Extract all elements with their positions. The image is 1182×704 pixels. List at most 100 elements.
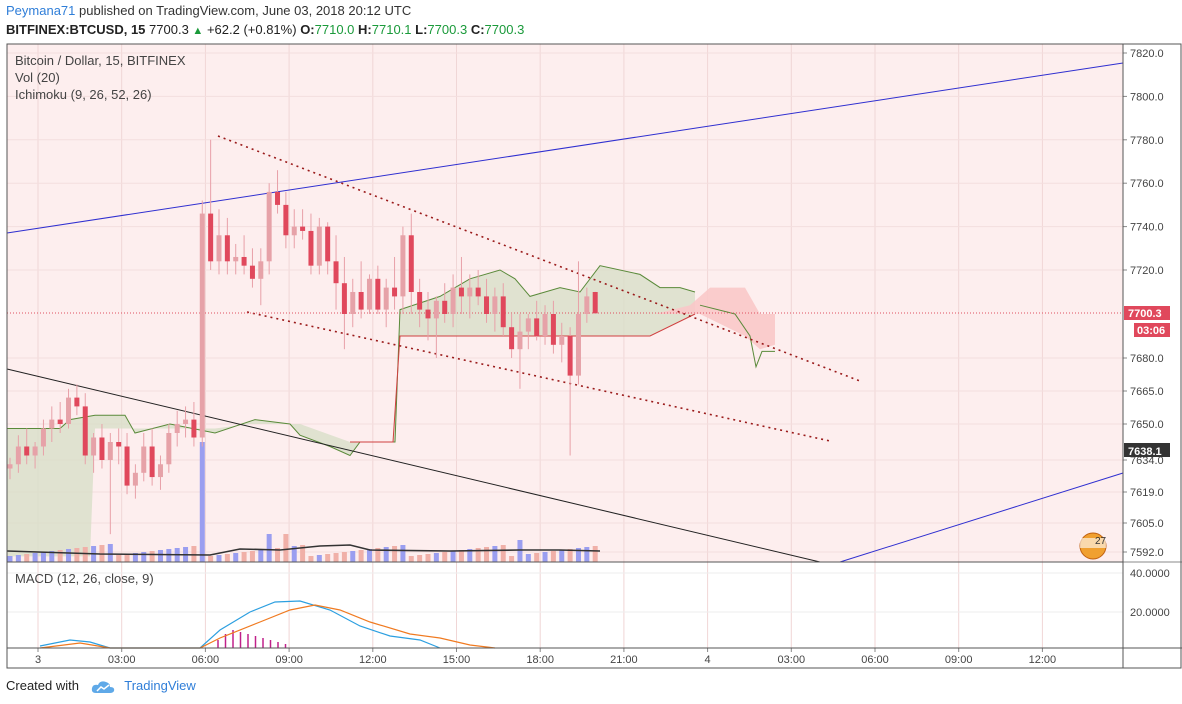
price-axis-background (1123, 44, 1182, 648)
volume-bar (233, 553, 239, 562)
x-tick-label: 12:00 (1029, 654, 1057, 666)
created-with-text: Created with (6, 678, 79, 693)
volume-bar (450, 551, 456, 562)
x-tick-label: 03:00 (778, 654, 806, 666)
volume-bar (308, 556, 314, 562)
volume-bar (500, 545, 506, 562)
volume-bar (7, 556, 13, 562)
volume-bar (417, 555, 423, 562)
volume-bar (249, 551, 255, 562)
candle-body (383, 287, 389, 310)
candle-body (91, 437, 97, 456)
candle-body (15, 446, 21, 465)
volume-bar (132, 553, 138, 562)
x-tick-label: 06:00 (192, 654, 220, 666)
ichimoku-legend[interactable]: Ichimoku (9, 26, 52, 26) (15, 87, 152, 102)
candle-body (224, 235, 230, 262)
candle-body (191, 419, 197, 438)
close-value: 7700.3 (484, 22, 525, 37)
volume-bar (291, 546, 297, 562)
ichimoku-cloud-green (7, 265, 695, 557)
volume-bar (542, 552, 548, 562)
author-link[interactable]: Peymana71 (6, 3, 76, 18)
volume-bar (442, 552, 448, 562)
volume-bar (475, 548, 481, 562)
ichimoku-span-a-tail (699, 304, 775, 369)
volume-bar (316, 555, 322, 562)
candle-body (358, 292, 364, 310)
candle-body (534, 318, 540, 336)
candle-body (425, 309, 431, 319)
x-tick-label: 09:00 (945, 654, 973, 666)
x-tick-label: 06:00 (861, 654, 889, 666)
candle-body (559, 336, 565, 345)
volume-bar (584, 547, 590, 562)
macd-legend[interactable]: MACD (12, 26, close, 9) (15, 571, 154, 586)
volume-bar (350, 551, 356, 562)
volume-bar (241, 552, 247, 562)
volume-bar (216, 555, 222, 562)
volume-bar (484, 547, 490, 562)
candle-body (199, 213, 205, 438)
tradingview-link[interactable]: TradingView (124, 678, 196, 693)
symbol-label: BITFINEX:BTCUSD, 15 (6, 22, 146, 37)
volume-bar (525, 554, 531, 562)
trendline-black (6, 368, 821, 563)
candle-body (49, 419, 55, 429)
candle-body (82, 406, 88, 456)
candle-body (442, 300, 448, 314)
ichimoku-cloud-red (655, 287, 775, 350)
x-tick-label: 09:00 (275, 654, 303, 666)
volume-bar (534, 553, 540, 562)
last-price-marker-label: 7700.3 (1128, 308, 1162, 320)
candle-body (174, 424, 180, 433)
trendline-dotted-upper (217, 135, 861, 382)
volume-bar (66, 549, 72, 562)
series-legend[interactable]: Bitcoin / Dollar, 15, BITFINEX (15, 53, 186, 68)
candle-body (208, 213, 214, 262)
volume-bar (166, 549, 172, 562)
macd-line (39, 600, 441, 649)
candle-body (216, 235, 222, 262)
volume-bar (592, 546, 598, 562)
flag-stripe-icon (1080, 538, 1106, 548)
candle-body (24, 446, 30, 456)
volume-bar (575, 548, 581, 562)
high-label: H: (358, 22, 372, 37)
volume-bar (333, 553, 339, 562)
volume-bar (325, 554, 331, 562)
candle-body (266, 191, 272, 262)
candle-body (141, 446, 147, 473)
candle-body (550, 314, 556, 345)
x-tick-label: 3 (35, 654, 41, 666)
volume-bar (300, 545, 306, 562)
candle-body (433, 300, 439, 319)
chart-frame (6, 43, 1182, 669)
low-label: L: (415, 22, 428, 37)
y-tick-label: 7720.0 (1130, 265, 1164, 277)
candle-body (509, 327, 515, 350)
volume-bar (358, 550, 364, 562)
timer-marker (1134, 323, 1170, 337)
candle-body (40, 428, 46, 447)
volume-bar (400, 545, 406, 562)
volume-bar (157, 550, 163, 562)
y-tick-label: 7680.0 (1130, 353, 1164, 365)
candle-body (525, 318, 531, 332)
candle-body (400, 235, 406, 297)
y-tick-label: 7592.0 (1130, 547, 1164, 559)
publish-text: published on TradingView.com, June 03, 2… (79, 3, 412, 18)
macd-tick-label: 40.0000 (1130, 568, 1170, 580)
candle-body (450, 287, 456, 314)
price-change: +62.2 (+0.81%) (206, 22, 297, 37)
volume-legend[interactable]: Vol (20) (15, 70, 60, 85)
volume-bar (32, 553, 38, 562)
volume-bar (149, 551, 155, 562)
volume-bar (15, 555, 21, 562)
volume-bar (266, 534, 272, 562)
volume-bar (383, 547, 389, 562)
volume-bar (492, 546, 498, 562)
candle-body (500, 296, 506, 328)
tradingview-cloud-icon (91, 680, 114, 693)
